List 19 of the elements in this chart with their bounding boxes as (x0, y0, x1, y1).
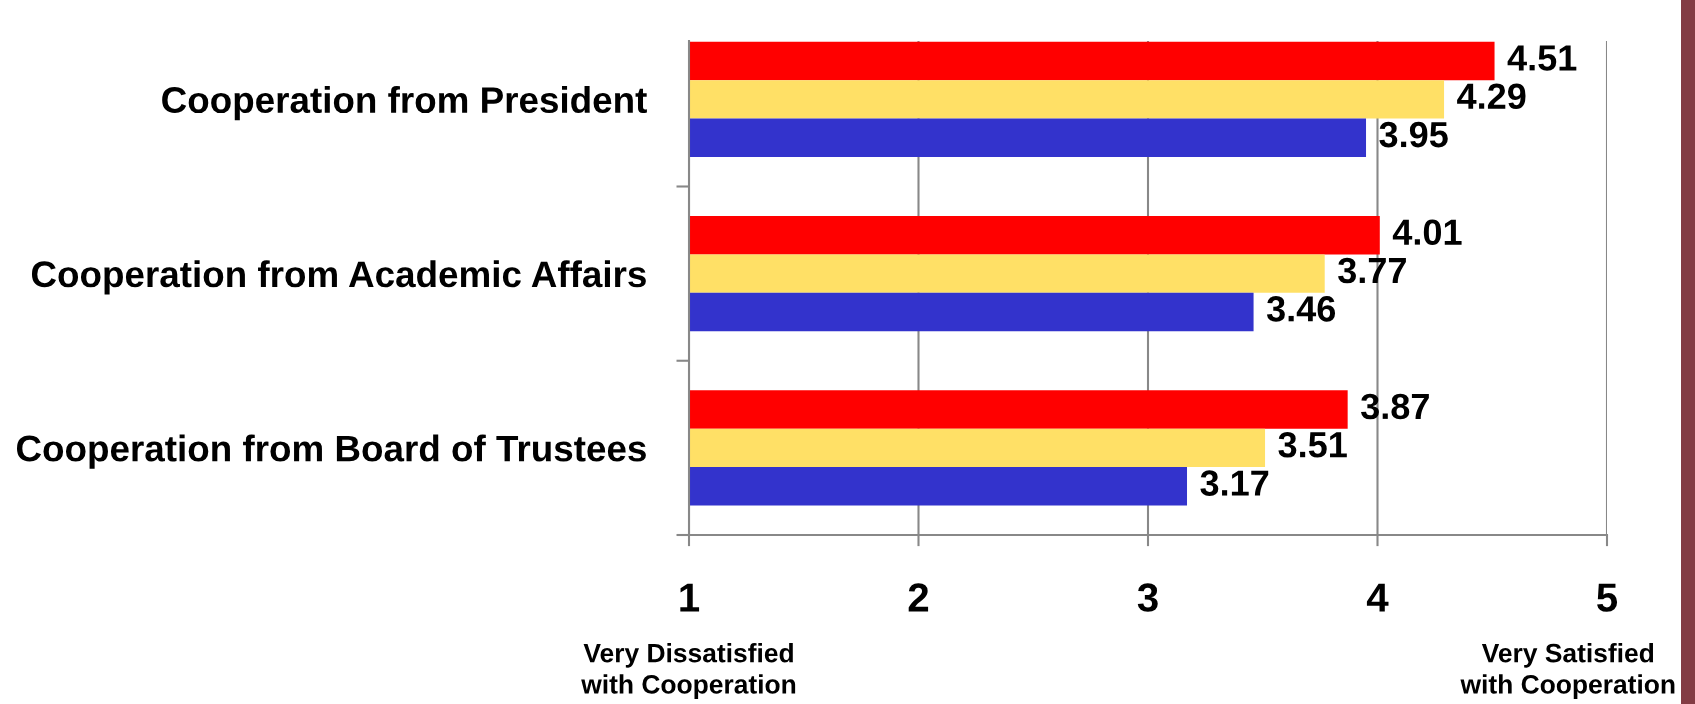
y-tick-label: Cooperation from Board of Trustees (16, 434, 646, 469)
data-label: 3.77 (1338, 257, 1406, 284)
y-tick-label: Cooperation from President (162, 86, 647, 121)
data-label: 4.51 (1507, 45, 1577, 71)
x-tick-label: 2 (908, 583, 929, 612)
text: Very Dissatisfied with Cooperation (581, 643, 796, 699)
data-label: 3.95 (1379, 121, 1448, 148)
data-label: 3.51 (1278, 432, 1347, 458)
x-tick-label: 3 (1137, 583, 1158, 612)
data-label: 3.17 (1200, 470, 1269, 496)
data-label: 3.46 (1266, 296, 1336, 322)
data-label: 4.01 (1392, 219, 1462, 245)
data-label: 4.29 (1457, 83, 1526, 110)
x-tick-label: 5 (1597, 583, 1618, 612)
text: Very Satisfied with Cooperation (1460, 643, 1675, 699)
x-tick-label: 1 (680, 583, 700, 612)
data-label: 3.87 (1360, 393, 1429, 420)
x-tick-label: 4 (1366, 583, 1389, 612)
y-tick-label: Cooperation from Academic Affairs (31, 260, 646, 295)
